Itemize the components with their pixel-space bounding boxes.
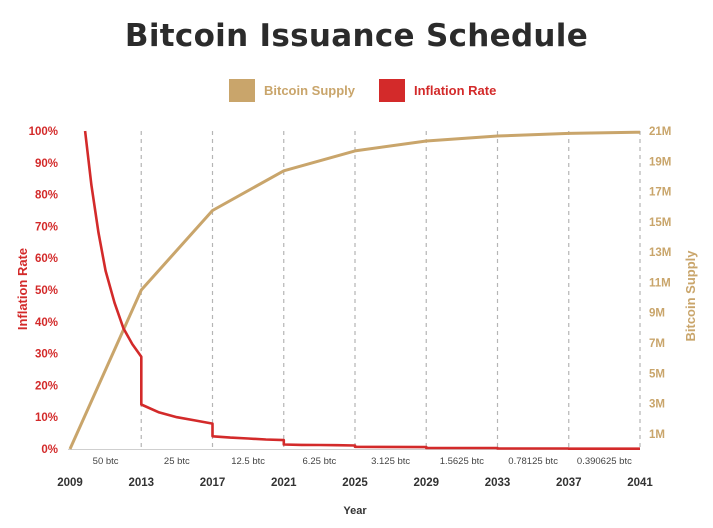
legend-label-bitcoin-supply: Bitcoin Supply — [264, 83, 356, 98]
gridlines — [68, 131, 641, 450]
era-label: 0.390625 btc — [577, 456, 632, 467]
y-axis-right-title: Bitcoin Supply — [683, 250, 698, 342]
x-tick-label: 2037 — [556, 477, 582, 489]
legend-label-inflation-rate: Inflation Rate — [414, 83, 496, 98]
y-left-tick-label: 50% — [35, 285, 58, 297]
era-labels: 50 btc 25 btc 12.5 btc 6.25 btc 3.125 btc 1.5… — [93, 456, 632, 467]
y-left-tick-label: 40% — [35, 317, 58, 329]
series-lines — [68, 130, 641, 451]
x-tick-label: 2041 — [627, 477, 653, 489]
era-label: 12.5 btc — [231, 456, 265, 467]
era-label: 1.5625 btc — [440, 456, 485, 467]
x-tick-label: 2017 — [200, 477, 226, 489]
era-label: 25 btc — [164, 456, 190, 467]
y-right-tick-label: 7M — [649, 338, 665, 350]
y-right-tick-label: 17M — [649, 187, 671, 199]
y-right-tick-label: 3M — [649, 399, 665, 411]
y-left-tick-label: 100% — [29, 126, 58, 138]
y-right-tick-label: 19M — [649, 156, 671, 168]
legend-swatch-bitcoin-supply — [229, 79, 255, 102]
y-axis-left-title: Inflation Rate — [15, 248, 30, 330]
era-label: 6.25 btc — [302, 456, 336, 467]
era-label: 3.125 btc — [371, 456, 410, 467]
era-label: 0.78125 btc — [508, 456, 558, 467]
y-axis-right: 1M 3M 5M 7M 9M 11M 13M 15M 17M 19M 21M — [649, 126, 671, 441]
y-left-tick-label: 10% — [35, 412, 58, 424]
legend: Bitcoin Supply Inflation Rate — [229, 79, 496, 102]
x-tick-label: 2021 — [271, 477, 297, 489]
y-left-tick-label: 0% — [41, 444, 58, 456]
y-right-tick-label: 5M — [649, 368, 665, 380]
y-left-tick-label: 20% — [35, 380, 58, 392]
x-axis-title: Year — [343, 505, 367, 517]
era-label: 50 btc — [93, 456, 119, 467]
series-line-inflation-rate — [83, 130, 640, 451]
y-left-tick-label: 60% — [35, 253, 58, 265]
x-tick-label: 2009 — [57, 477, 83, 489]
y-left-tick-label: 30% — [35, 349, 58, 361]
y-right-tick-label: 11M — [649, 277, 671, 289]
legend-swatch-inflation-rate — [379, 79, 405, 102]
chart-title: Bitcoin Issuance Schedule — [124, 18, 589, 54]
y-right-tick-label: 15M — [649, 217, 671, 229]
y-left-tick-label: 80% — [35, 190, 58, 202]
series-line-bitcoin-supply — [68, 130, 641, 450]
y-axis-left: 0% 10% 20% 30% 40% 50% 60% 70% 80% 90% 100% — [29, 126, 58, 456]
x-axis: 2009 2013 2017 2021 2025 2029 2033 2037 2041 — [57, 477, 653, 489]
y-right-tick-label: 1M — [649, 429, 665, 441]
y-right-tick-label: 21M — [649, 126, 671, 138]
x-tick-label: 2013 — [128, 477, 154, 489]
x-tick-label: 2029 — [413, 477, 439, 489]
x-tick-label: 2025 — [342, 477, 368, 489]
y-right-tick-label: 9M — [649, 308, 665, 320]
y-left-tick-label: 90% — [35, 158, 58, 170]
x-tick-label: 2033 — [485, 477, 511, 489]
y-left-tick-label: 70% — [35, 221, 58, 233]
y-right-tick-label: 13M — [649, 247, 671, 259]
